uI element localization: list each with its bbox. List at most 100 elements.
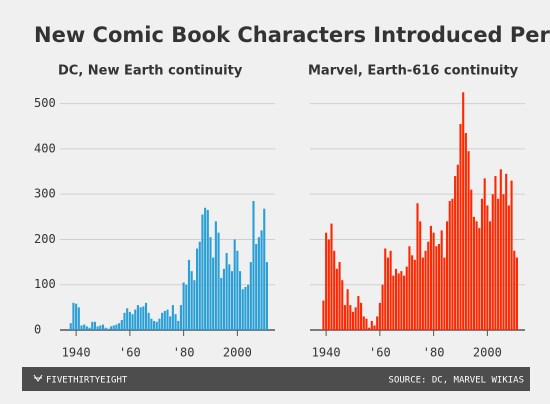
bar (400, 271, 403, 330)
y-tick-label: 200 (34, 232, 56, 246)
bar (136, 305, 139, 330)
bar (85, 326, 88, 330)
bar (206, 210, 209, 330)
bar (357, 296, 360, 330)
x-tick-label: '80 (423, 346, 445, 360)
bar (75, 303, 78, 330)
bar (239, 271, 242, 330)
bar (128, 311, 131, 330)
bar (187, 259, 191, 330)
bar (368, 327, 371, 330)
y-tick-label: 0 (34, 323, 41, 337)
bar (499, 169, 502, 330)
bar (104, 327, 107, 330)
bar (72, 302, 75, 330)
bar (96, 326, 99, 330)
bar (265, 262, 268, 330)
bar (204, 207, 207, 330)
bar (155, 321, 158, 330)
bar (456, 164, 459, 330)
bar (228, 264, 231, 330)
panel-title: DC, New Earth continuity (58, 64, 243, 79)
x-tick-label: '80 (173, 346, 195, 360)
bar (421, 257, 424, 330)
bar (373, 325, 376, 330)
bar (193, 280, 196, 330)
bar (144, 302, 148, 330)
bar (185, 284, 188, 330)
bar (413, 259, 416, 330)
bar (177, 320, 180, 330)
bar (150, 318, 153, 330)
bar (230, 271, 234, 330)
bar (443, 257, 446, 330)
bar (236, 250, 239, 330)
bar (201, 214, 204, 330)
bar (99, 325, 102, 330)
bar (126, 308, 129, 330)
y-tick-label: 400 (34, 141, 56, 155)
source: SOURCE: DC, MARVEL WIKIAS (389, 376, 524, 386)
bar (437, 243, 441, 330)
bar (158, 318, 161, 330)
bar (419, 221, 422, 330)
bar (220, 277, 223, 330)
x-tick-label: 2000 (473, 346, 502, 360)
bar (257, 237, 260, 330)
bar (69, 323, 72, 330)
bar (472, 216, 475, 330)
brand-icon (33, 374, 43, 382)
bar (190, 271, 193, 330)
bar (120, 320, 123, 330)
bar (432, 232, 435, 330)
bar (451, 198, 454, 330)
bar (110, 326, 113, 330)
bar (505, 173, 508, 330)
bar (169, 316, 172, 330)
bar (212, 257, 215, 330)
bar (83, 324, 86, 330)
bar (408, 246, 411, 330)
bar (333, 250, 336, 330)
bar (322, 300, 325, 330)
bar (515, 257, 518, 330)
bar (179, 305, 182, 330)
bar (233, 239, 236, 330)
bar (513, 250, 516, 330)
bar (365, 318, 368, 330)
bar (91, 321, 94, 330)
bar (343, 305, 346, 330)
bar (325, 232, 328, 330)
bar (370, 320, 373, 330)
y-tick-label: 300 (34, 187, 56, 201)
bar (209, 237, 212, 330)
bar (112, 325, 115, 330)
bar (502, 194, 505, 330)
bar (349, 305, 352, 330)
bar (115, 324, 118, 330)
y-tick-label: 500 (34, 96, 56, 110)
bar (252, 200, 255, 330)
bar (196, 248, 199, 330)
bar (225, 253, 228, 330)
bar (214, 221, 217, 330)
bar (123, 312, 126, 330)
bar (478, 228, 481, 330)
bar (241, 289, 244, 330)
bar (454, 176, 457, 330)
bar (166, 309, 169, 330)
bar (360, 302, 363, 330)
bar (435, 246, 438, 330)
bar (448, 200, 451, 330)
bar (362, 316, 365, 330)
bar (389, 250, 392, 330)
bar (217, 232, 220, 330)
bar (134, 309, 137, 330)
bar (397, 273, 400, 330)
bar (486, 205, 489, 330)
bar (497, 198, 500, 330)
bar (392, 275, 395, 330)
bar (475, 221, 478, 330)
bar (480, 198, 484, 330)
bar (142, 306, 145, 330)
